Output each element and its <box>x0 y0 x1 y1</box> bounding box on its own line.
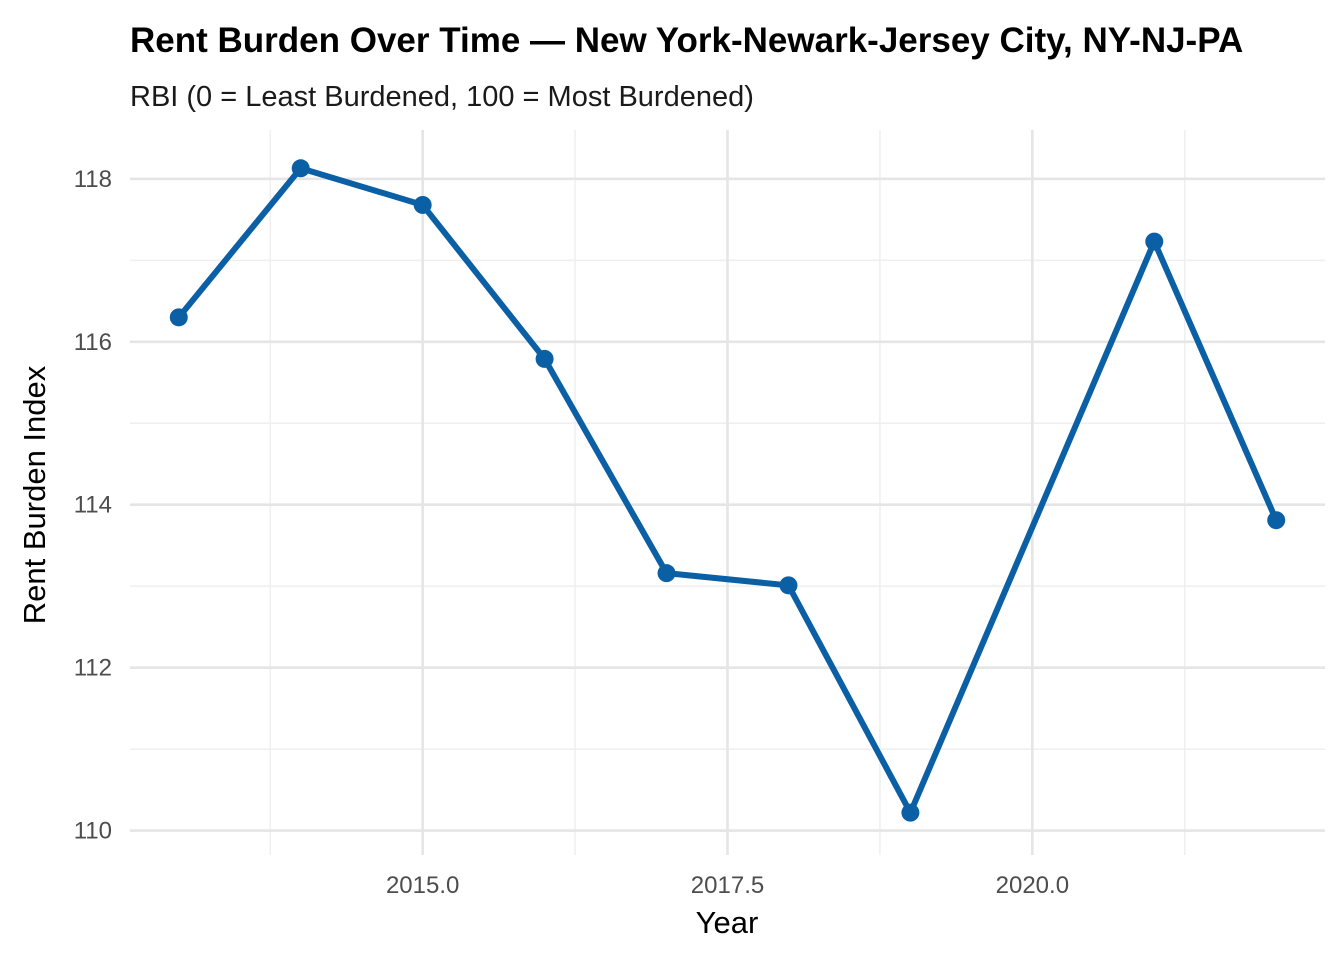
y-tick-label: 116 <box>74 329 112 356</box>
x-tick-label: 2017.5 <box>691 872 764 899</box>
data-point <box>1145 232 1164 251</box>
data-point <box>169 308 188 327</box>
x-axis-title: Year <box>696 905 759 940</box>
y-tick-label: 114 <box>74 492 112 519</box>
y-tick-label: 118 <box>74 166 112 193</box>
y-tick-label: 110 <box>74 818 112 845</box>
data-point <box>657 564 676 583</box>
data-point <box>901 803 920 822</box>
data-point <box>1267 511 1286 530</box>
data-point <box>291 159 310 178</box>
x-tick-label: 2020.0 <box>996 872 1069 899</box>
data-point <box>535 349 554 368</box>
data-point <box>779 576 798 595</box>
chart-subtitle: RBI (0 = Least Burdened, 100 = Most Burd… <box>130 81 754 113</box>
series-layer <box>169 159 1286 822</box>
grid <box>130 130 1325 855</box>
y-tick-label: 112 <box>74 655 112 682</box>
x-tick-label: 2015.0 <box>386 872 459 899</box>
y-axis-title: Rent Burden Index <box>17 365 52 624</box>
data-point <box>413 195 432 214</box>
tick-labels: 2015.0 2017.5 2020.0 110 112 114 116 118 <box>74 166 1069 899</box>
chart-title: Rent Burden Over Time — New York-Newark-… <box>130 21 1243 60</box>
